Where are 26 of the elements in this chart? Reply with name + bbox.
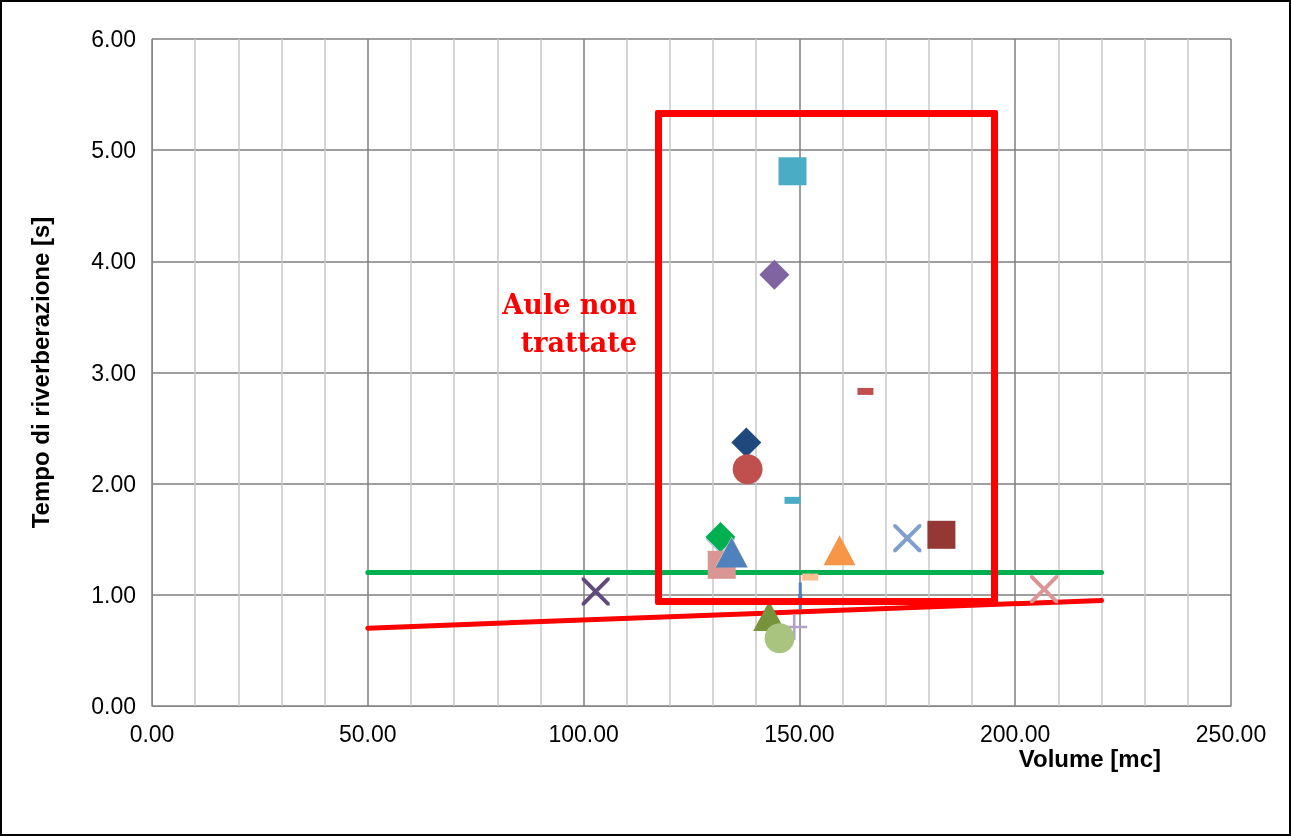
- point: [778, 157, 807, 186]
- y-tick-label: 6.00: [91, 26, 136, 52]
- point: [759, 259, 790, 290]
- y-tick-label: 1.00: [91, 581, 136, 608]
- point: [823, 535, 856, 566]
- x-axis-title: Volume [mc]: [1018, 744, 1161, 772]
- point: [581, 577, 610, 606]
- y-tick-label: 2.00: [91, 470, 136, 497]
- y-axis-title: Tempo di riverberazione [s]: [26, 216, 54, 529]
- y-tick-label: 0.00: [91, 693, 136, 719]
- x-tick-label: 50.00: [339, 720, 397, 747]
- x-tick-label: 250.00: [1195, 720, 1267, 747]
- point: [731, 427, 762, 458]
- point: [893, 524, 922, 553]
- x-tick-label: 200.00: [980, 720, 1051, 747]
- y-tick-label: 5.00: [91, 137, 136, 164]
- point: [732, 454, 763, 485]
- y-tick-label: 3.00: [91, 359, 136, 386]
- point: [1030, 575, 1059, 604]
- annotation: Aule non trattate: [501, 288, 637, 360]
- x-tick-label: 150.00: [764, 720, 835, 747]
- y-tick-label: 4.00: [91, 248, 136, 275]
- x-tick-label: 100.00: [548, 720, 619, 747]
- point: [927, 520, 956, 549]
- point: [764, 623, 795, 654]
- x-tick-label: 0.00: [129, 720, 175, 747]
